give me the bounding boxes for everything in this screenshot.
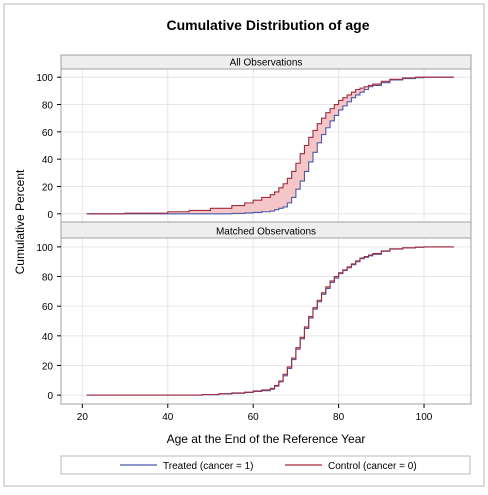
series-line-treated xyxy=(86,246,454,396)
y-tick-label: 0 xyxy=(47,391,53,402)
x-tick-label: 60 xyxy=(248,412,260,423)
x-tick-label: 20 xyxy=(77,412,89,423)
panel-0: All Observations 0 20 40 60 80 100 xyxy=(36,54,472,223)
y-tick-label: 60 xyxy=(42,128,54,139)
x-tick-label: 40 xyxy=(162,412,174,423)
y-tick-label: 100 xyxy=(36,73,53,84)
panel-frame xyxy=(60,237,472,405)
series-line-control xyxy=(86,76,454,215)
plot-area xyxy=(61,69,471,222)
y-axis-label: Cumulative Percent xyxy=(13,169,27,274)
y-tick-label: 40 xyxy=(42,155,54,166)
panel-header-label: Matched Observations xyxy=(216,227,316,238)
y-tick-label: 20 xyxy=(42,182,54,193)
legend-treated-label: Treated (cancer = 1) xyxy=(163,461,254,472)
series-line-treated xyxy=(86,76,454,215)
series-line-control xyxy=(86,246,454,396)
y-tick-label: 40 xyxy=(42,332,54,343)
y-tick-label: 80 xyxy=(42,273,54,284)
legend-frame xyxy=(60,455,471,475)
x-axis-label: Age at the End of the Reference Year xyxy=(167,432,366,446)
y-tick-label: 20 xyxy=(42,361,54,372)
legend: Treated (cancer = 1) Control (cancer = 0… xyxy=(60,455,471,475)
y-tick-label: 60 xyxy=(42,302,54,313)
y-tick-label: 80 xyxy=(42,101,54,112)
x-axis: 20 40 60 80 100 xyxy=(77,404,433,423)
panel-header-label: All Observations xyxy=(230,58,303,69)
legend-control-label: Control (cancer = 0) xyxy=(328,461,417,472)
y-tick-label: 100 xyxy=(36,243,53,254)
x-tick-label: 100 xyxy=(416,412,433,423)
x-tick-label: 80 xyxy=(333,412,345,423)
chart-title: Cumulative Distribution of age xyxy=(166,17,369,33)
panel-1: Matched Observations 0 20 40 60 80 100 xyxy=(36,221,472,405)
plot-area xyxy=(61,238,471,404)
y-tick-label: 0 xyxy=(47,210,53,221)
